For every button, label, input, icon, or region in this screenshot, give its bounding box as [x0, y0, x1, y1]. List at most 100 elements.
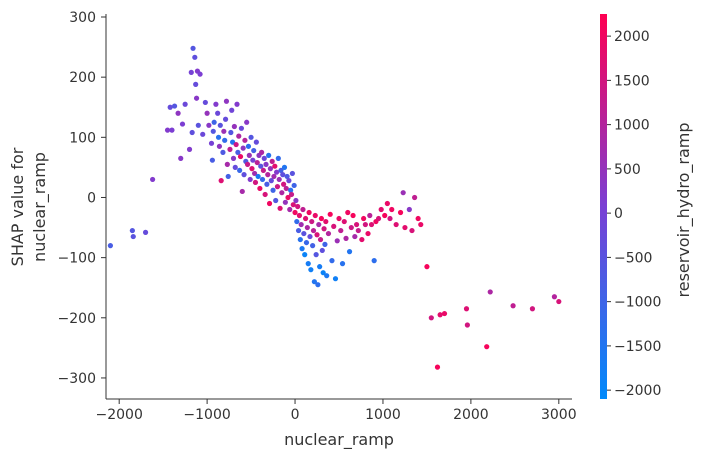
- data-point: [261, 155, 267, 161]
- data-point: [327, 211, 333, 217]
- data-point: [336, 215, 342, 222]
- y-tick-label: −300: [58, 371, 96, 387]
- data-point: [195, 122, 201, 128]
- data-point: [265, 172, 271, 178]
- data-point: [382, 212, 388, 219]
- colorbar-tick-label: 500: [614, 162, 641, 178]
- data-point: [529, 306, 536, 312]
- data-point: [217, 122, 223, 128]
- data-point: [418, 221, 424, 228]
- data-point: [324, 273, 330, 279]
- data-point: [249, 166, 255, 172]
- data-point: [245, 143, 252, 149]
- data-point: [178, 155, 184, 161]
- colorbar-tick-label: 1500: [614, 73, 650, 89]
- data-point: [341, 218, 347, 225]
- data-point: [283, 185, 289, 192]
- data-point: [209, 157, 215, 163]
- data-point: [215, 110, 221, 116]
- data-point: [210, 128, 216, 134]
- data-point: [259, 149, 265, 155]
- data-point: [304, 224, 310, 231]
- data-point: [402, 224, 408, 231]
- data-point: [272, 163, 278, 169]
- data-point: [287, 206, 293, 213]
- data-point: [428, 315, 434, 321]
- y-tick-label: −200: [58, 311, 96, 327]
- data-point: [254, 159, 260, 166]
- data-point: [319, 247, 325, 254]
- data-point: [164, 127, 171, 133]
- data-point: [188, 69, 194, 75]
- data-point: [350, 212, 356, 219]
- data-point: [193, 81, 199, 87]
- data-point: [234, 101, 240, 107]
- x-tick-label: 1000: [365, 407, 401, 423]
- data-point: [299, 246, 305, 252]
- data-point: [237, 167, 243, 174]
- data-point: [308, 267, 314, 273]
- data-point: [415, 215, 421, 222]
- data-point: [278, 167, 284, 174]
- data-point: [387, 215, 393, 222]
- data-point: [231, 123, 237, 130]
- data-point: [434, 364, 441, 370]
- data-point: [409, 227, 415, 234]
- y-axis-title-line2: nuclear_ramp: [30, 152, 50, 262]
- data-point: [315, 282, 321, 288]
- x-tick-label: 0: [291, 407, 300, 423]
- data-point: [252, 179, 259, 186]
- data-point: [271, 173, 277, 180]
- data-point: [224, 161, 230, 167]
- data-point: [279, 190, 285, 196]
- data-point: [248, 134, 254, 140]
- data-point: [463, 306, 470, 312]
- data-point: [238, 125, 245, 131]
- data-point: [246, 152, 252, 158]
- data-point: [296, 212, 303, 219]
- data-point: [375, 215, 382, 222]
- data-point: [371, 258, 377, 264]
- data-point: [273, 197, 279, 204]
- data-point: [208, 140, 215, 146]
- data-point: [276, 176, 282, 183]
- data-point: [186, 146, 193, 152]
- data-point: [365, 230, 371, 237]
- data-point: [384, 200, 390, 207]
- data-point: [311, 279, 317, 285]
- data-point: [270, 187, 276, 193]
- data-point: [303, 239, 310, 246]
- data-point: [310, 243, 316, 249]
- data-point: [247, 176, 253, 183]
- data-point: [325, 230, 332, 237]
- data-point: [318, 215, 325, 222]
- data-point: [230, 155, 237, 161]
- data-point: [284, 173, 290, 180]
- data-point: [510, 303, 516, 309]
- data-point: [255, 173, 261, 180]
- data-point: [281, 181, 287, 187]
- data-point: [302, 215, 309, 222]
- data-point: [221, 128, 227, 134]
- data-point: [250, 157, 256, 163]
- data-point: [216, 143, 223, 149]
- data-point: [348, 224, 354, 231]
- data-point: [313, 252, 319, 258]
- data-point: [260, 167, 266, 174]
- data-point: [345, 209, 351, 216]
- data-point: [321, 226, 327, 232]
- data-point: [317, 264, 323, 270]
- data-point: [280, 172, 286, 178]
- data-point: [316, 221, 322, 228]
- data-point: [437, 312, 443, 318]
- data-point: [222, 137, 228, 143]
- y-tick-label: 0: [87, 190, 96, 206]
- data-point: [339, 261, 346, 267]
- data-point: [235, 149, 241, 155]
- data-point: [150, 176, 156, 183]
- data-point: [257, 185, 263, 192]
- data-point: [302, 252, 308, 258]
- data-point: [200, 131, 206, 137]
- data-point: [171, 103, 178, 109]
